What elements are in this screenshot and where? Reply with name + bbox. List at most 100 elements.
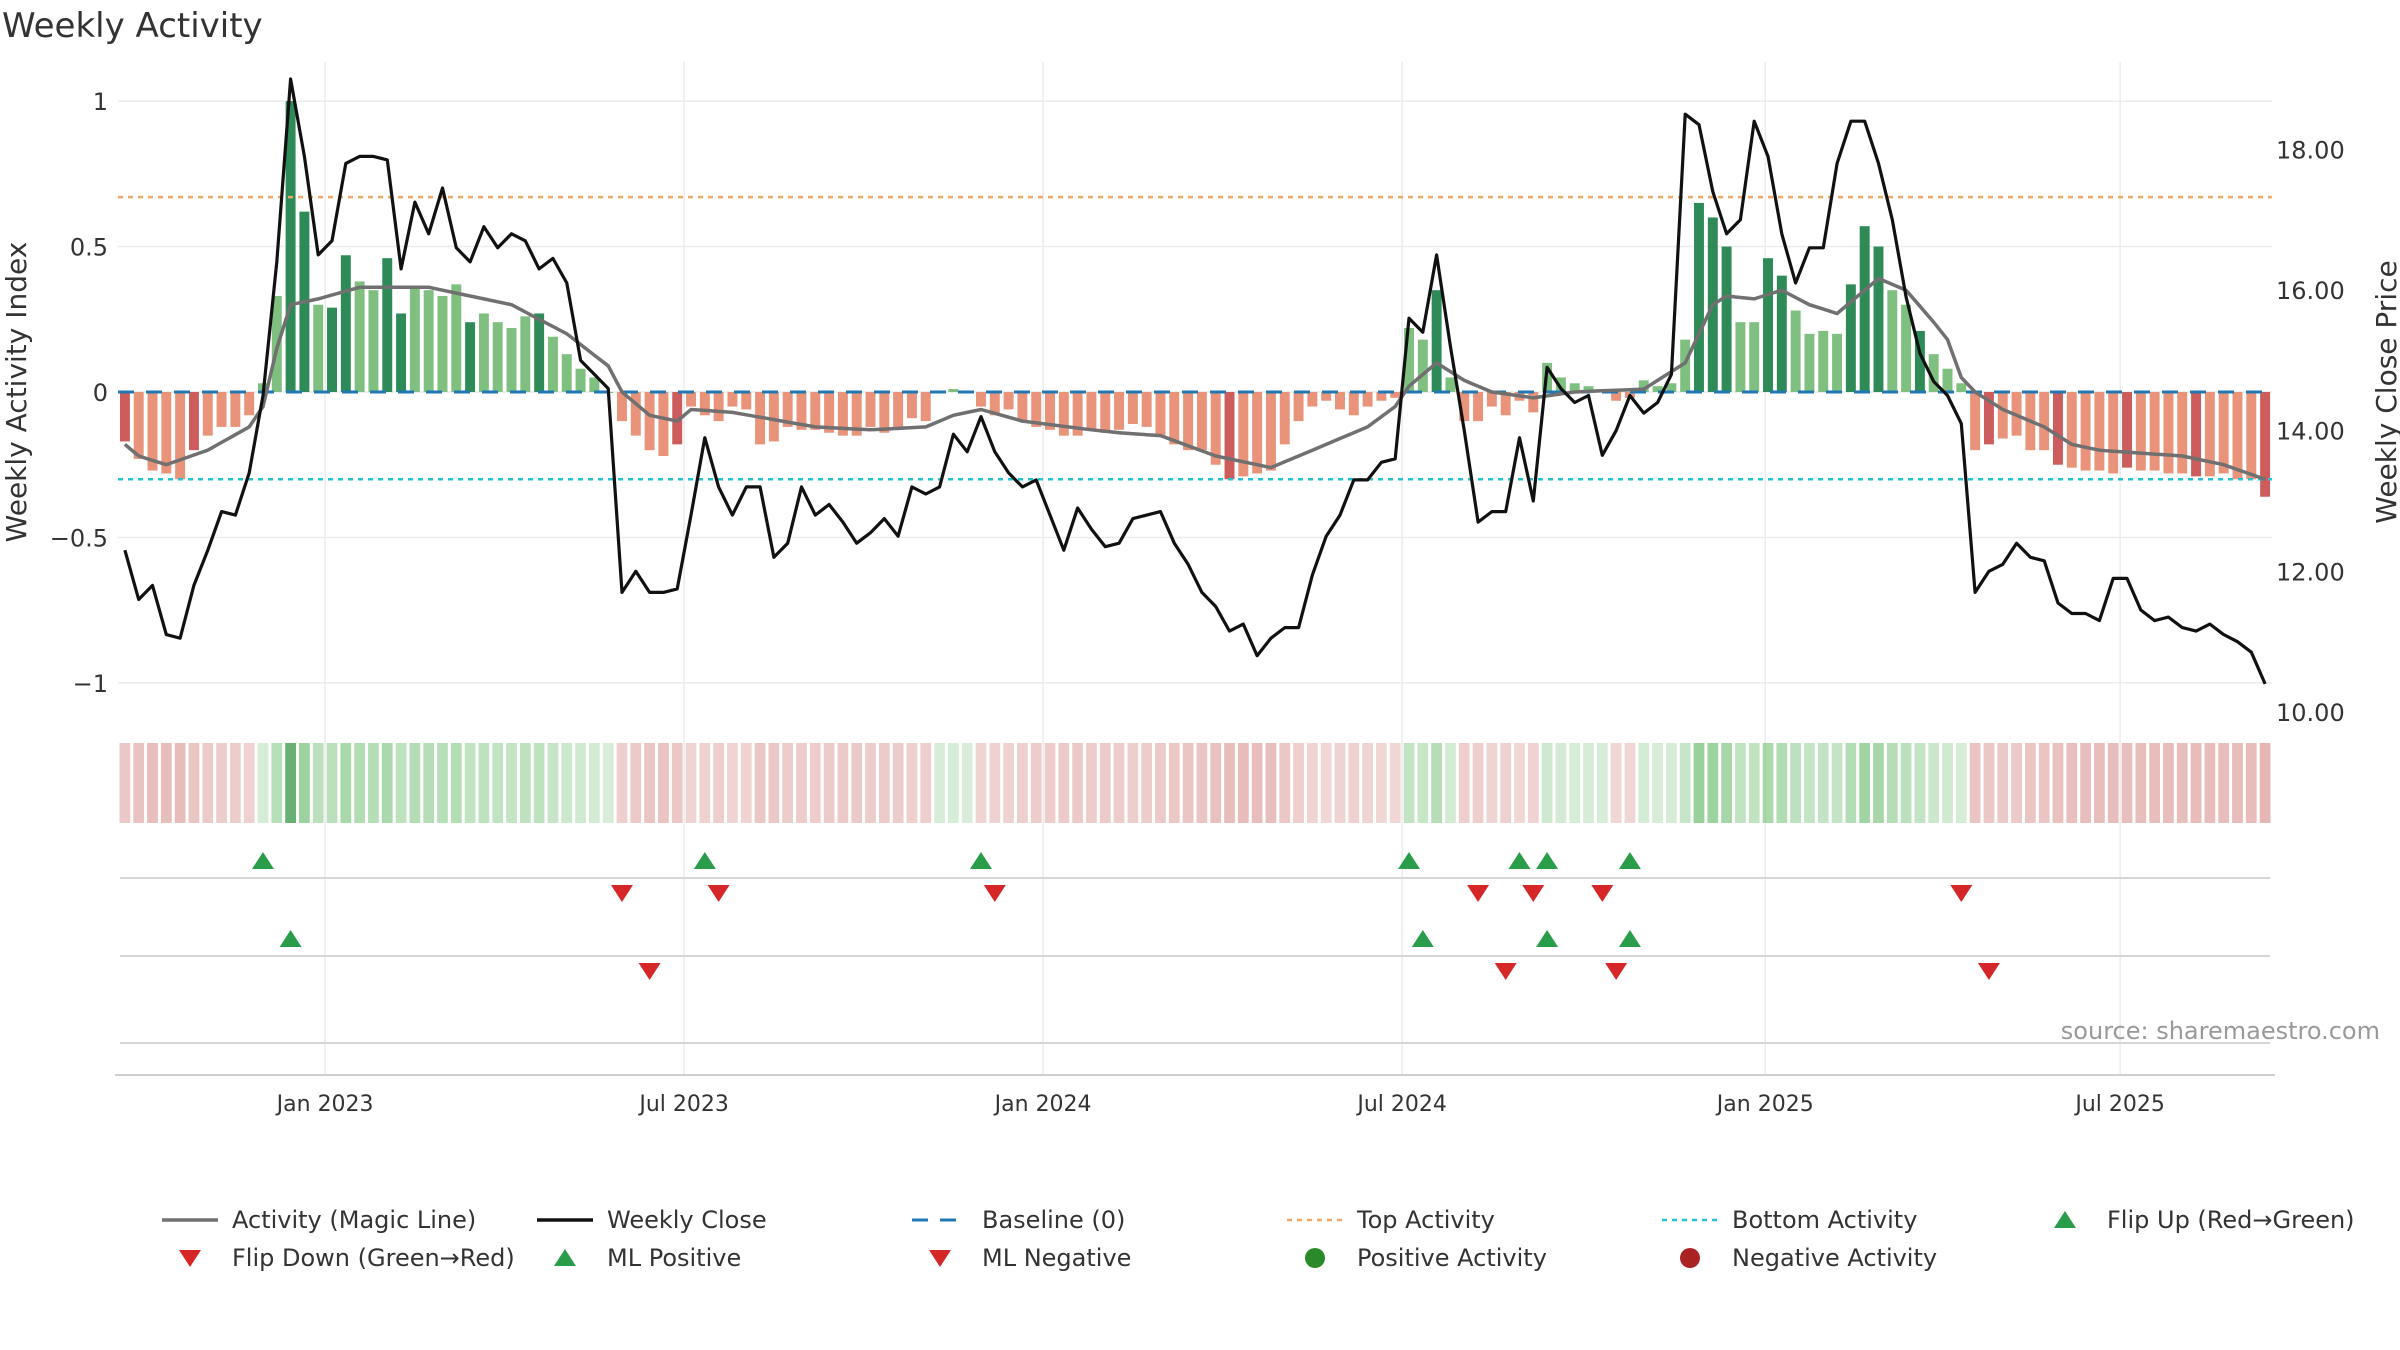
negative-activity-bar: [976, 392, 986, 407]
legend: Activity (Magic Line) Weekly Close Baselin…: [160, 1205, 2400, 1285]
legend-flip-up: Flip Up (Red→Green): [2035, 1205, 2355, 1235]
heat-strip-cell: [229, 743, 241, 823]
heat-strip-cell: [147, 743, 158, 823]
heat-strip-cell: [1555, 743, 1567, 823]
activity-heat-strip: [119, 743, 2271, 823]
y2-tick-label: 12.00: [2276, 558, 2345, 586]
heat-strip-cell: [395, 743, 407, 823]
negative-activity-bar: [1058, 392, 1069, 436]
heat-strip-cell: [658, 743, 669, 823]
heat-strip-cell: [1017, 743, 1028, 823]
negative-activity-bar: [1169, 392, 1180, 445]
heat-strip-cell: [1527, 743, 1539, 823]
flip-down-marker: [1591, 885, 1614, 902]
heat-strip-cell: [2011, 743, 2022, 823]
legend-symbol-icon: [1285, 1243, 1345, 1273]
heat-strip-cell: [1914, 743, 1926, 823]
heat-strip-cell: [1997, 743, 2009, 823]
heat-strip-cell: [409, 743, 421, 823]
positive-activity-bar: [1914, 330, 1925, 392]
heat-strip-cell: [878, 743, 890, 823]
heat-strip-cell: [1403, 743, 1415, 823]
heat-strip-cell: [1279, 743, 1291, 823]
heat-strip-cell: [1334, 743, 1346, 823]
legend-symbol-icon: [160, 1205, 220, 1235]
heat-strip-cell: [2176, 743, 2188, 823]
negative-activity-bar: [920, 392, 931, 422]
heat-strip-cell: [119, 743, 131, 823]
heat-strip-cell: [1155, 743, 1166, 823]
heat-strip-cell: [947, 743, 959, 823]
ml-negative-marker: [638, 963, 661, 980]
negative-activity-bar: [906, 392, 917, 419]
heat-strip-cell: [1748, 743, 1760, 823]
heat-strip-cell: [809, 743, 821, 823]
negative-activity-bar: [1293, 392, 1304, 422]
heat-strip-cell: [2121, 743, 2133, 823]
heat-strip-cell: [1362, 743, 1373, 823]
heat-strip-cell: [1652, 743, 1663, 823]
heat-strip-cell: [865, 743, 876, 823]
positive-activity-bar: [340, 255, 351, 392]
negative-activity-bar: [2135, 392, 2146, 471]
y-tick-label: 1: [93, 88, 108, 116]
negative-activity-bar: [630, 392, 641, 436]
positive-activity-bar: [1583, 386, 1594, 392]
y-axis-title: Weekly Activity Index: [0, 242, 33, 543]
heat-strip-cell: [1707, 743, 1719, 823]
heat-strip-cell: [1969, 743, 1981, 823]
heat-strip-cell: [312, 743, 324, 823]
positive-activity-bar: [1721, 246, 1732, 392]
negative-activity-bar: [216, 392, 227, 427]
legend-symbol-icon: [1660, 1243, 1720, 1273]
legend-symbol-icon: [1285, 1205, 1345, 1235]
negative-activity-bar: [1265, 392, 1276, 471]
positive-activity-bar: [1555, 377, 1566, 392]
negative-activity-bar: [2177, 392, 2188, 474]
positive-activity-bar: [589, 377, 600, 392]
negative-activity-bar: [1279, 392, 1290, 445]
heat-strip-cell: [1044, 743, 1056, 823]
heat-strip-cell: [1196, 743, 1208, 823]
heat-strip-cell: [1486, 743, 1498, 823]
negative-activity-bar: [1307, 392, 1318, 407]
negative-activity-bar: [796, 392, 807, 430]
legend-bottom-activity: Bottom Activity: [1660, 1205, 1917, 1235]
positive-activity-bar: [1790, 310, 1801, 392]
negative-activity-bar: [1459, 392, 1470, 422]
x-tick-label: Jul 2025: [2073, 1092, 2165, 1117]
legend-label: Baseline (0): [982, 1206, 1126, 1234]
x-tick-label: Jul 2024: [1355, 1092, 1447, 1117]
heat-strip-cell: [437, 743, 448, 823]
heat-strip-cell: [1265, 743, 1277, 823]
y-tick-label: −0.5: [50, 524, 108, 552]
negative-activity-bar: [1252, 392, 1263, 474]
negative-activity-bar: [686, 392, 696, 407]
positive-activity-bar: [1859, 226, 1870, 392]
positive-activity-bar: [1763, 258, 1773, 392]
flip-up-marker: [1508, 852, 1531, 869]
heat-strip-cell: [464, 743, 476, 823]
heat-strip-cell: [823, 743, 835, 823]
positive-activity-bar: [1431, 290, 1442, 392]
negative-activity-bar: [1031, 392, 1042, 427]
negative-activity-bar: [1997, 392, 2008, 439]
heat-strip-cell: [1804, 743, 1815, 823]
legend-symbol-icon: [160, 1243, 220, 1273]
weekly-activity-chart: 1 0.5 0 −0.5 −1 18.00 16.00 14.00 12.00 10.00 Week…: [0, 62, 2400, 1117]
heat-strip-cell: [368, 743, 379, 823]
heat-strip-cell: [2038, 743, 2050, 823]
negative-activity-bar: [147, 392, 158, 471]
negative-activity-bar: [1210, 392, 1221, 465]
heat-strip-cell: [1569, 743, 1581, 823]
heat-strip-cell: [1900, 743, 1912, 823]
y2-axis-title: Weekly Close Price: [2370, 260, 2400, 523]
negative-activity-bar: [617, 392, 627, 422]
heat-strip-cell: [1638, 743, 1650, 823]
ml-negative-marker: [1605, 963, 1628, 980]
heat-strip-cell: [1168, 743, 1180, 823]
negative-activity-bar: [1127, 392, 1138, 424]
negative-activity-bar: [2204, 392, 2215, 477]
negative-activity-bar: [727, 392, 738, 407]
positive-activity-bar: [1652, 386, 1663, 392]
